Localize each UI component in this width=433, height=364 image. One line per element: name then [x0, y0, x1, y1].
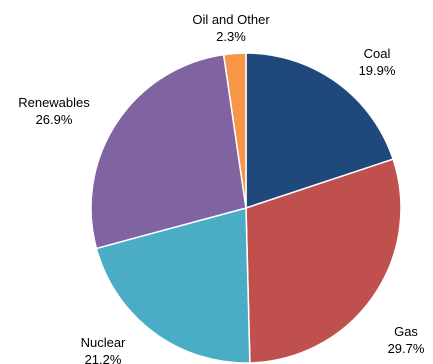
label-coal-name: Coal — [364, 46, 391, 61]
slice-oil-and-other — [222, 52, 247, 209]
label-coal-value: 19.9% — [359, 63, 396, 78]
label-renewables-name: Renewables — [18, 95, 90, 110]
label-renewables-value: 26.9% — [36, 112, 73, 127]
slice-coal — [245, 52, 395, 210]
label-nuclear-name: Nuclear — [81, 335, 126, 350]
label-gas-name: Gas — [394, 324, 418, 339]
slice-nuclear — [95, 207, 251, 364]
slice-gas — [245, 158, 402, 364]
label-nuclear-value: 21.2% — [85, 352, 122, 364]
slice-renewables — [90, 53, 247, 250]
label-oil-name: Oil and Other — [192, 12, 270, 27]
label-oil-value: 2.3% — [216, 29, 246, 44]
pie-slices — [90, 52, 402, 364]
label-gas-value: 29.7% — [388, 341, 425, 356]
